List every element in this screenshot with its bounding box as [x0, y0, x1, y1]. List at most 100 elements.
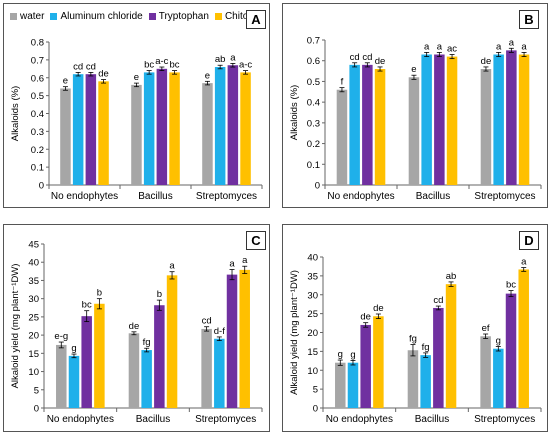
- bar: [56, 344, 67, 408]
- y-tick-label: 25: [307, 309, 318, 320]
- significance-letter: bc: [144, 60, 154, 71]
- y-tick-label: 0: [313, 404, 318, 415]
- chart-panel-b: B 0 0.1 0.2 0.3 0.4 0.5 0.6 0.7 Alkaloids (%) No …: [282, 3, 548, 208]
- bar: [360, 324, 371, 408]
- legend-item-aluminum-chloride: Aluminum chloride: [50, 11, 143, 22]
- significance-letter: cd: [350, 52, 360, 63]
- y-tick-label: 0.2: [31, 145, 44, 156]
- significance-letter: e: [411, 64, 416, 75]
- bar: [335, 362, 346, 408]
- x-tick-label: Bacillus: [138, 191, 172, 202]
- y-tick-label: 40: [307, 253, 318, 264]
- y-tick-label: 0.6: [31, 73, 44, 84]
- panel-label: C: [246, 231, 266, 250]
- bar: [72, 74, 84, 185]
- bar: [141, 350, 152, 408]
- significance-letter: a: [521, 257, 527, 268]
- bar-chart-b: 0 0.1 0.2 0.3 0.4 0.5 0.6 0.7 Alkaloids (%) No en…: [289, 36, 542, 202]
- significance-letter: g: [496, 335, 501, 346]
- significance-letter: g: [350, 349, 355, 360]
- significance-letter: de: [375, 56, 386, 67]
- y-tick-label: 0: [315, 181, 320, 192]
- bar: [240, 72, 251, 185]
- bar: [408, 77, 420, 185]
- y-tick-label: 0.5: [31, 91, 44, 102]
- significance-letter: a: [496, 41, 502, 52]
- bar: [505, 293, 517, 408]
- y-tick-label: 15: [307, 347, 318, 358]
- x-tick-label: Bacillus: [415, 414, 449, 425]
- legend-label: water: [20, 11, 45, 22]
- y-tick-label: 0.3: [31, 127, 44, 138]
- panel-label: D: [519, 231, 539, 250]
- y-tick-label: 0.1: [31, 163, 44, 174]
- significance-letter: ab: [215, 54, 226, 65]
- y-tick-label: 10: [307, 366, 318, 377]
- x-tick-label: No endophytes: [326, 414, 393, 425]
- bar: [239, 269, 250, 408]
- significance-letter: ac: [447, 44, 457, 55]
- significance-letter: de: [129, 321, 140, 332]
- legend-swatch-water: [10, 13, 17, 20]
- y-tick-label: 30: [28, 294, 39, 305]
- significance-letter: e: [205, 70, 210, 81]
- significance-letter: cd: [433, 295, 443, 306]
- significance-letter: a: [509, 37, 515, 48]
- y-tick-label: 0.4: [307, 98, 320, 109]
- x-tick-label: Streptomyces: [474, 414, 535, 425]
- y-tick-label: 45: [28, 240, 39, 251]
- legend: water Aluminum chloride Tryptophan Chito…: [10, 11, 264, 22]
- bar: [68, 355, 80, 408]
- bar: [373, 316, 384, 408]
- y-axis-title: Alkaloid yield (mg plant⁻¹DW): [10, 264, 21, 389]
- y-tick-label: 5: [34, 385, 39, 396]
- bar: [433, 307, 444, 408]
- legend-swatch-tryptophan: [148, 13, 156, 20]
- bar-chart-c: 0 5 10 15 20 25 30 35 40 45 Alkaloid yield (mg pla…: [10, 240, 263, 425]
- x-tick-label: No endophytes: [47, 414, 114, 425]
- bar: [518, 54, 530, 185]
- y-tick-label: 20: [307, 328, 318, 339]
- panel-label: B: [519, 10, 539, 29]
- y-tick-label: 35: [28, 276, 39, 287]
- significance-letter: bc: [82, 300, 92, 311]
- significance-letter: d-f: [214, 326, 225, 337]
- significance-letter: e: [134, 72, 139, 83]
- significance-letter: fg: [143, 337, 151, 348]
- y-axis-title: Alkaloids (%): [289, 85, 300, 140]
- legend-swatch-aluminum-chloride: [50, 13, 58, 20]
- bar-chart-a: 0 0.1 0.2 0.3 0.4 0.5 0.6 0.7 0.8 Alkaloids (%) No…: [10, 38, 263, 202]
- significance-letter: de: [360, 312, 371, 323]
- y-tick-label: 0.3: [307, 118, 320, 129]
- x-tick-label: Streptomyces: [474, 191, 535, 202]
- x-tick-label: Streptomyces: [196, 191, 257, 202]
- bar: [131, 84, 142, 185]
- legend-item-tryptophan: Tryptophan: [148, 11, 209, 22]
- x-tick-label: No endophytes: [327, 191, 394, 202]
- y-axis-title: Alkaloids (%): [10, 86, 21, 141]
- significance-letter: a: [242, 255, 248, 266]
- y-tick-label: 0.6: [307, 56, 320, 67]
- bar: [143, 72, 155, 185]
- significance-letter: cd: [73, 61, 83, 72]
- bar: [493, 348, 504, 408]
- bar: [98, 81, 109, 185]
- bar: [169, 72, 180, 185]
- bar-chart-d: 0 5 10 15 20 25 30 35 40 Alkaloid yield (mg plant…: [289, 253, 542, 425]
- bar: [336, 89, 348, 185]
- significance-letter: a: [229, 259, 235, 270]
- bar: [214, 67, 226, 185]
- y-tick-label: 35: [307, 271, 318, 282]
- significance-letter: cd: [202, 316, 212, 327]
- bar: [156, 68, 168, 185]
- y-tick-label: 5: [313, 385, 318, 396]
- bar: [421, 54, 432, 185]
- significance-letter: f: [341, 77, 344, 88]
- x-tick-label: Bacillus: [416, 191, 450, 202]
- significance-letter: cd: [362, 52, 372, 63]
- significance-letter: ab: [446, 271, 457, 282]
- legend-label: Aluminum chloride: [60, 11, 143, 22]
- bar: [60, 88, 71, 185]
- significance-letter: b: [97, 288, 102, 299]
- y-tick-label: 15: [28, 349, 39, 360]
